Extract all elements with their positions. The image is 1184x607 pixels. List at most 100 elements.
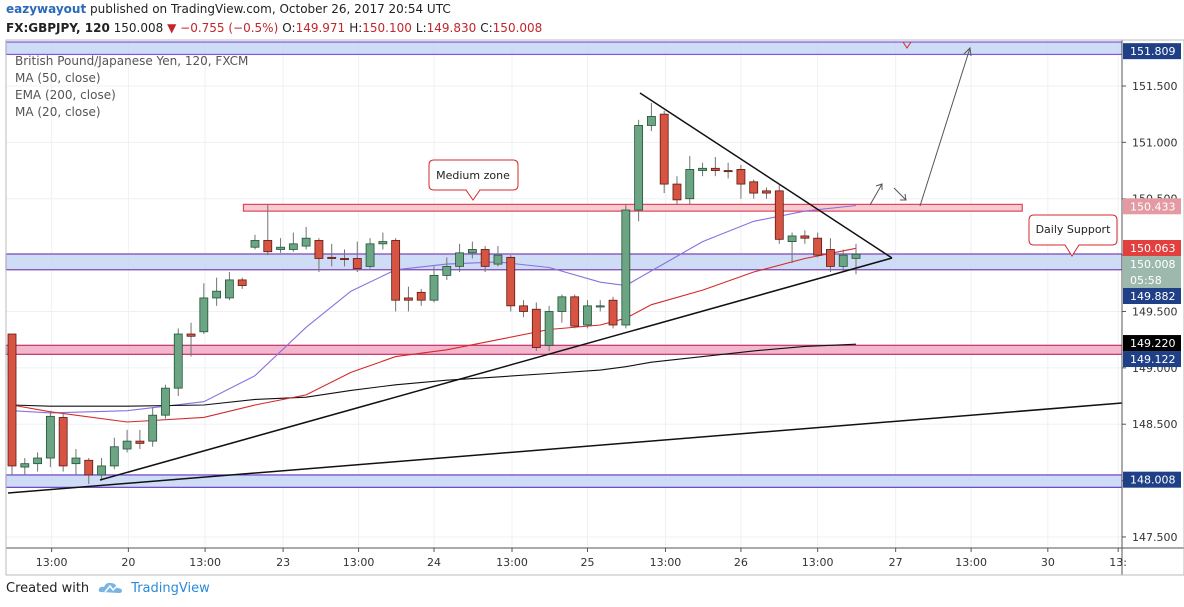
y-tick-label: 148.500	[1132, 418, 1178, 431]
candle-body	[301, 237, 311, 247]
candle-body	[774, 190, 784, 240]
price-label: 149.882	[1130, 290, 1176, 303]
publish-line: eazywayout published on TradingView.com,…	[6, 2, 451, 16]
candle-body	[327, 256, 337, 259]
price-label-bg	[1123, 43, 1181, 60]
price-labels: 151.809 150.433 150.063 150.008 05:58 149.882…	[1123, 43, 1181, 488]
candle-body	[71, 457, 81, 465]
candle-body	[45, 415, 55, 459]
callout: Medium zone	[428, 159, 519, 201]
price-label: 149.122	[1130, 353, 1176, 366]
candle-body	[352, 258, 362, 270]
candle-body	[544, 311, 554, 346]
candle-body	[749, 181, 759, 194]
time-axis	[0, 548, 1184, 575]
callout-text: Medium zone	[436, 169, 510, 182]
price-label-bg	[1123, 240, 1181, 257]
logo	[98, 582, 123, 593]
brand[interactable]: TradingView	[131, 580, 210, 596]
y-tick-label: 150.500	[1132, 193, 1178, 206]
candle-body	[634, 125, 644, 211]
candle-body	[685, 169, 695, 200]
x-tick-label: 13:00	[343, 556, 375, 569]
frame	[5, 39, 1184, 576]
price-label-bg	[1123, 471, 1181, 488]
candle-body	[135, 440, 145, 444]
candle-body	[33, 457, 42, 465]
x-tick-label: 26	[734, 556, 748, 569]
field-value: 150.008	[492, 21, 543, 35]
candle-body	[20, 463, 30, 468]
field-value: 149.830	[426, 21, 477, 35]
candle-body	[480, 249, 490, 267]
price-axis	[1122, 40, 1184, 575]
candle-body	[710, 167, 720, 171]
candle-body	[250, 240, 260, 248]
legend-entry: MA (50, close)	[15, 71, 101, 85]
indicator-line	[11, 204, 857, 414]
field-value: 150.100	[362, 21, 412, 35]
candle-body	[826, 249, 835, 267]
candle-body	[659, 113, 669, 185]
indicator-line	[11, 247, 857, 423]
zones	[5, 41, 1123, 488]
logo-shape	[98, 582, 123, 593]
candle-body	[122, 440, 132, 450]
author[interactable]: eazywayout	[6, 2, 87, 16]
indicator-line	[11, 343, 857, 407]
candle-body	[442, 265, 452, 276]
candle-body	[762, 190, 771, 194]
candle-body	[800, 235, 810, 239]
x-tick-label: 13:00	[802, 556, 834, 569]
field-value: 149.971	[295, 21, 346, 35]
candle-body	[787, 235, 797, 242]
callout-text: Daily Support	[1036, 223, 1112, 236]
field-key: H:	[349, 21, 363, 35]
symbol: FX:GBPJPY, 120	[6, 21, 110, 35]
candle-body	[186, 333, 196, 337]
candle-body	[391, 240, 401, 301]
countdown: 05:58	[1130, 274, 1162, 287]
change: −0.755 (−0.5%)	[180, 21, 279, 35]
marker	[902, 41, 912, 49]
price-label: 148.008	[1130, 474, 1176, 487]
candle-body	[583, 305, 592, 326]
y-tick-label: 147.500	[1132, 531, 1178, 544]
candle-body	[723, 170, 733, 173]
candle-body	[621, 209, 631, 326]
candle-body	[647, 116, 656, 126]
y-tick-label: 149.500	[1132, 305, 1178, 318]
callout-box	[1028, 214, 1118, 257]
arrow: ▼	[167, 21, 177, 35]
price-label-bg	[1123, 351, 1181, 368]
candle-body	[557, 296, 567, 312]
zone	[5, 474, 1123, 488]
candle-body	[58, 417, 68, 467]
x-tick-label: 30	[1041, 556, 1055, 569]
candle-body	[97, 465, 106, 476]
field-key: C:	[480, 21, 493, 35]
y-tick-label: 148.000	[1132, 475, 1178, 488]
x-tick-label: 13:00	[955, 556, 987, 569]
published: published on TradingView.com, October 26…	[90, 2, 451, 16]
indicators	[11, 204, 857, 423]
candle-body	[148, 414, 158, 442]
drawings	[7, 92, 1123, 494]
candle-body	[365, 243, 375, 267]
candle-body	[531, 308, 541, 348]
candle-body	[467, 249, 477, 254]
footer: Created with TradingView	[6, 580, 210, 596]
candle-body	[455, 252, 464, 267]
price-label-bg	[1123, 335, 1181, 352]
trend-line	[99, 257, 893, 481]
legend-entry: MA (20, close)	[15, 105, 101, 119]
x-tick-label: 27	[889, 556, 903, 569]
candle-body	[84, 459, 94, 476]
candle-body	[225, 279, 234, 299]
price-label-bg	[1123, 256, 1181, 289]
zone	[5, 344, 1123, 355]
candle-body	[288, 243, 298, 250]
price: 150.008	[113, 21, 164, 35]
